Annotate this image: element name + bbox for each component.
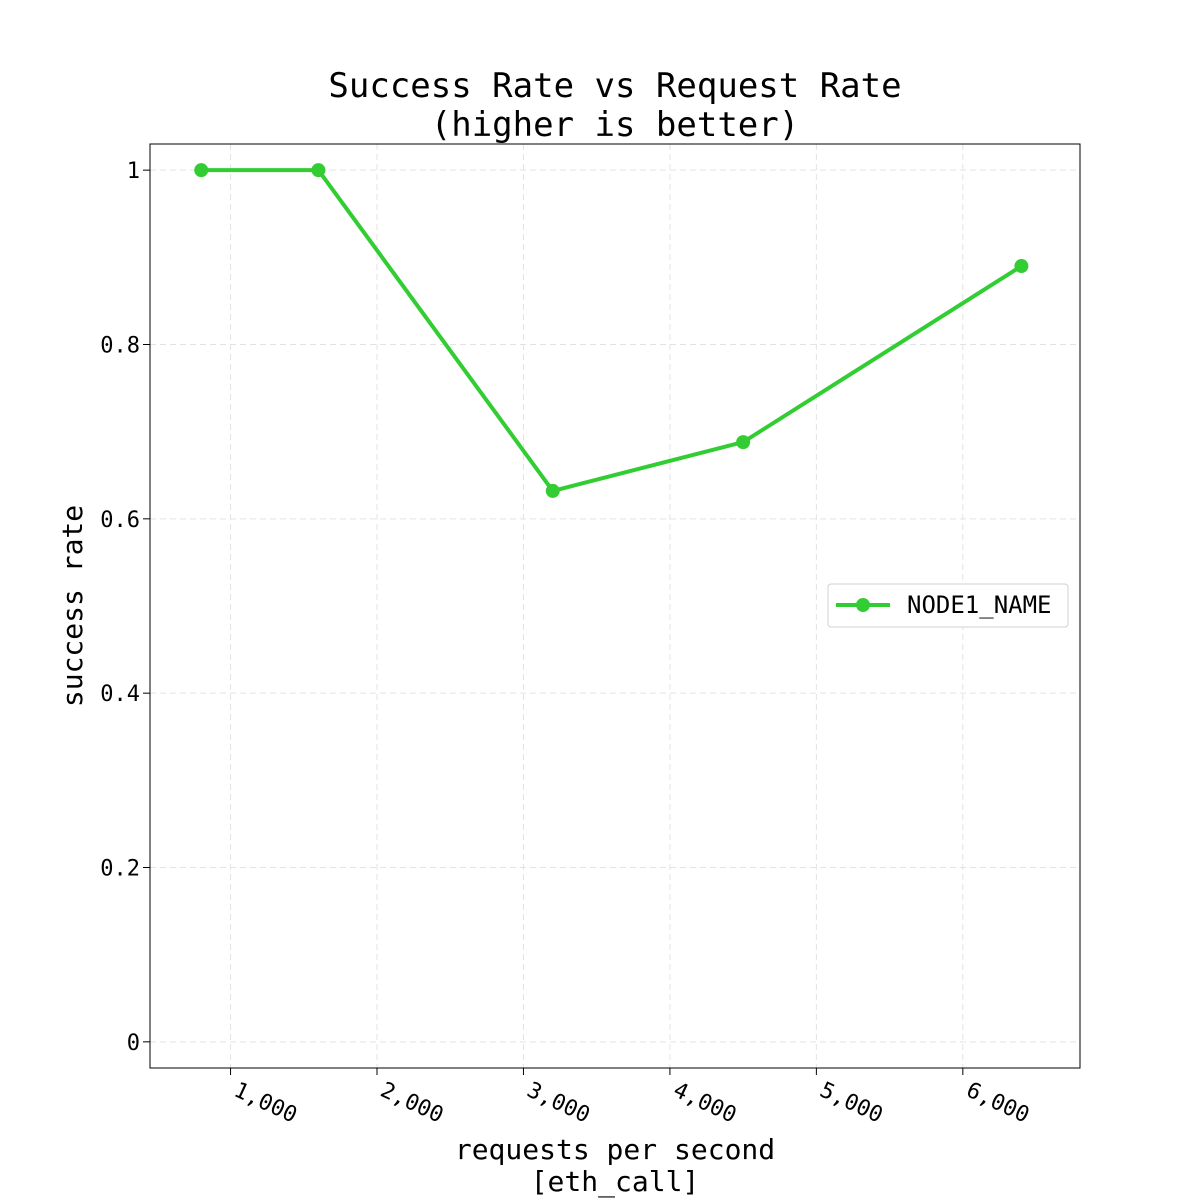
series-layer: [194, 163, 1029, 498]
x-tick-label: 4,000: [669, 1078, 740, 1129]
x-tick-label: 2,000: [376, 1078, 447, 1129]
x-axis-label-line-2: [eth_call]: [531, 1165, 700, 1199]
y-tick-label: 0.8: [100, 333, 140, 358]
x-tick-label: 1,000: [230, 1078, 301, 1129]
y-tick-label: 0.4: [100, 682, 140, 707]
y-tick-label: 0: [127, 1031, 140, 1056]
x-tick-label: 6,000: [962, 1078, 1033, 1129]
legend-box: [827, 583, 1069, 628]
data-point: [311, 163, 326, 178]
x-tick-label: 3,000: [523, 1078, 594, 1129]
y-axis-label: success rate: [56, 505, 89, 707]
data-point: [736, 435, 751, 450]
data-point: [1014, 259, 1029, 274]
x-tick-label: 5,000: [816, 1078, 887, 1129]
series-line: [201, 168, 1023, 493]
x-axis-label-line-1: requests per second: [455, 1133, 775, 1166]
data-point: [194, 163, 209, 178]
legend-label: NODE1_NAME: [907, 591, 1052, 619]
y-axis-ticks: 0 0.2 0.4 0.6 0.8 1: [100, 159, 150, 1056]
chart-title-line-2: (higher is better): [431, 105, 799, 145]
chart-title: Success Rate vs Request Rate (higher is …: [328, 66, 901, 145]
legend-marker: [856, 598, 870, 612]
plot-area-frame: [149, 143, 1081, 1069]
y-tick-label: 0.2: [100, 857, 140, 882]
chart-title-line-1: Success Rate vs Request Rate: [328, 66, 901, 106]
legend: NODE1_NAME: [827, 583, 1069, 628]
data-point: [545, 483, 560, 498]
x-axis-ticks: 1,000 2,000 3,000 4,000 5,000 6,000: [230, 1068, 1033, 1128]
y-tick-label: 1: [127, 159, 140, 184]
y-tick-label: 0.6: [100, 508, 140, 533]
